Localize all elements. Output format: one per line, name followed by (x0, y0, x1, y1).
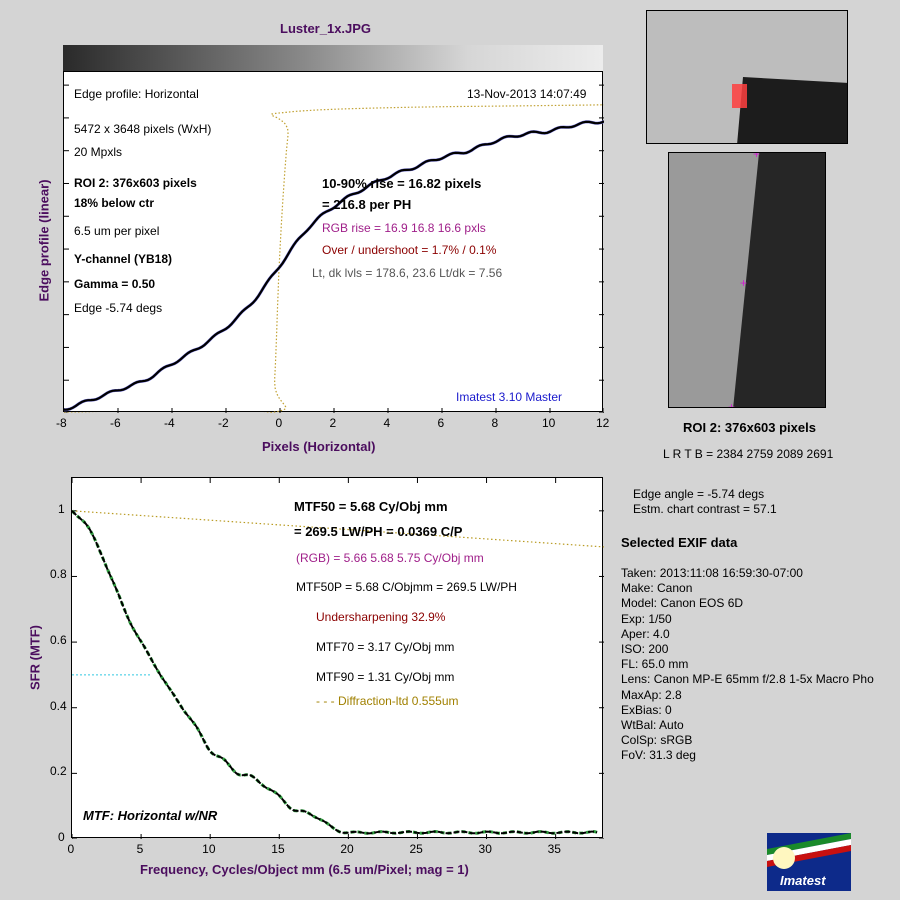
edge-x-tick-label: -2 (218, 416, 229, 430)
mtf-curve (72, 510, 598, 835)
rise-result: 10-90% rise = 16.82 pixels (322, 176, 482, 191)
edge-x-tick-label: 6 (437, 416, 445, 430)
edge-ideal-curve (64, 104, 604, 413)
edge-profile-plot: Edge profile: Horizontal 13-Nov-2013 14:… (63, 71, 604, 413)
mtf-x-label: Frequency, Cycles/Object mm (6.5 um/Pixe… (140, 862, 469, 877)
mtf50-lwph: = 269.5 LW/PH = 0.0369 C/P (294, 524, 463, 539)
roi-marker-bottom: + (728, 400, 735, 408)
image-size: 5472 x 3648 pixels (WxH) (74, 122, 212, 136)
mtf-y-tick-label: 0.6 (50, 633, 67, 648)
mtf-x-tick-label: 15 (271, 842, 285, 856)
overshoot: Over / undershoot = 1.7% / 0.1% (322, 243, 497, 257)
edge-angle: Edge -5.74 degs (74, 301, 163, 315)
edge-date: 13-Nov-2013 14:07:49 (467, 87, 587, 101)
version: Imatest 3.10 Master (456, 390, 563, 404)
mtf-x-tick-label: 30 (478, 842, 492, 856)
roi-marker (732, 84, 747, 108)
mtf-x-tick-label: 25 (409, 842, 423, 856)
megapixels: 20 Mpxls (74, 145, 123, 159)
edge-x-label: Pixels (Horizontal) (262, 439, 376, 454)
rgb-rise: RGB rise = 16.9 16.8 16.6 pxls (322, 221, 486, 235)
mtf-y-tick-label: 0.2 (50, 764, 67, 779)
exif-title: Selected EXIF data (621, 535, 738, 550)
edge-x-tick-label: 4 (383, 416, 391, 430)
levels: Lt, dk lvls = 178.6, 23.6 Lt/dk = 7.56 (312, 266, 503, 280)
exif-line: Aper: 4.0 (621, 626, 670, 641)
logo-graphic (767, 833, 851, 869)
edge-x-tick-label: -4 (164, 416, 175, 430)
chart-title: Luster_1x.JPG (280, 21, 372, 36)
mtf-x-tick-label: 5 (136, 842, 144, 856)
exif-line: FL: 65.0 mm (621, 657, 689, 672)
roi-marker-mid: + (740, 276, 747, 290)
edge-header: Edge profile: Horizontal (74, 87, 199, 101)
undersharpening: Undersharpening 32.9% (316, 610, 446, 624)
exif-line: ExBias: 0 (621, 702, 672, 717)
mtf-x-tick-label: 10 (202, 842, 216, 856)
mtf50p: MTF50P = 5.68 C/Objmm = 269.5 LW/PH (296, 580, 517, 594)
exif-line: ColSp: sRGB (621, 733, 693, 748)
mtf50-rgb: (RGB) = 5.66 5.68 5.75 Cy/Obj mm (296, 551, 484, 565)
edge-x-tick-label: 8 (491, 416, 499, 430)
diffraction-legend: - - - Diffraction-ltd 0.555um (316, 694, 459, 708)
mtf-x-tick-label: 0 (67, 842, 75, 856)
mtf-corner-label: MTF: Horizontal w/NR (83, 808, 218, 823)
roi-position: 18% below ctr (74, 196, 155, 210)
mtf70: MTF70 = 3.17 Cy/Obj mm (316, 640, 455, 654)
exif-line: MaxAp: 2.8 (621, 687, 682, 702)
exif-list: Taken: 2013:11:08 16:59:30-07:00 Make: Ca… (621, 566, 874, 764)
roi-marker-top: + (753, 153, 760, 161)
imatest-logo: Imatest (767, 833, 851, 891)
mtf90: MTF90 = 1.31 Cy/Obj mm (316, 670, 455, 684)
edge-x-tick-label: 0 (275, 416, 283, 430)
edge-x-tick-label: 2 (329, 416, 337, 430)
dark-region (737, 77, 847, 143)
edge-x-tick-label: 10 (542, 416, 556, 430)
roi-overview-svg (732, 77, 847, 143)
diffraction-line (72, 510, 604, 548)
logo-sun (773, 847, 795, 869)
roi-overview-image (646, 10, 848, 144)
exif-line: Model: Canon EOS 6D (621, 596, 744, 611)
side-contrast: Estm. chart contrast = 57.1 (633, 502, 777, 516)
exif-line: Make: Canon (621, 581, 693, 596)
edge-profile-curve (64, 120, 604, 411)
mtf-y-tick-label: 0.4 (50, 698, 67, 713)
roi-dark-side (733, 153, 825, 407)
gamma: Gamma = 0.50 (74, 277, 156, 291)
exif-line: Exp: 1/50 (621, 611, 672, 626)
roi-crop-image: + + + (668, 152, 826, 408)
mtf-y-tick-label: 0.8 (50, 567, 67, 582)
side-edge-angle: Edge angle = -5.74 degs (633, 487, 765, 501)
um-per-pixel: 6.5 um per pixel (74, 224, 160, 238)
mtf-y-tick-label: 0 (58, 830, 65, 844)
edge-x-tick-label: -6 (110, 416, 121, 430)
mtf-y-tick-label: 1 (58, 501, 65, 516)
exif-line: Lens: Canon MP-E 65mm f/2.8 1-5x Macro P… (621, 672, 874, 687)
mtf-x-tick-label: 35 (547, 842, 561, 856)
rise-per-ph: = 216.8 per PH (322, 197, 412, 212)
roi-bounds: L R T B = 2384 2759 2089 2691 (663, 447, 834, 461)
mtf50-result: MTF50 = 5.68 Cy/Obj mm (294, 499, 448, 514)
logo-text: Imatest (780, 873, 826, 888)
roi-panel-label: ROI 2: 376x603 pixels (683, 420, 816, 435)
edge-x-tick-label: 12 (596, 416, 610, 430)
exif-line: ISO: 200 (621, 642, 669, 657)
edge-x-tick-label: -8 (56, 416, 67, 430)
roi-crop-svg: + + + (728, 153, 825, 408)
mtf-x-tick-label: 20 (340, 842, 354, 856)
exif-line: WtBal: Auto (621, 718, 684, 733)
mtf-svg (72, 478, 604, 839)
edge-y-label: Edge profile (linear) (36, 179, 52, 302)
channel: Y-channel (YB18) (74, 252, 173, 266)
roi-size: ROI 2: 376x603 pixels (74, 176, 197, 190)
exif-line: Taken: 2013:11:08 16:59:30-07:00 (621, 566, 803, 580)
edge-profile-svg (64, 84, 604, 413)
exif-line: FoV: 31.3 deg (621, 748, 696, 763)
mtf-plot: MTF50 = 5.68 Cy/Obj mm = 269.5 LW/PH = 0… (71, 477, 604, 839)
mtf-y-label: SFR (MTF) (27, 625, 43, 690)
edge-gradient-bar (63, 45, 603, 71)
